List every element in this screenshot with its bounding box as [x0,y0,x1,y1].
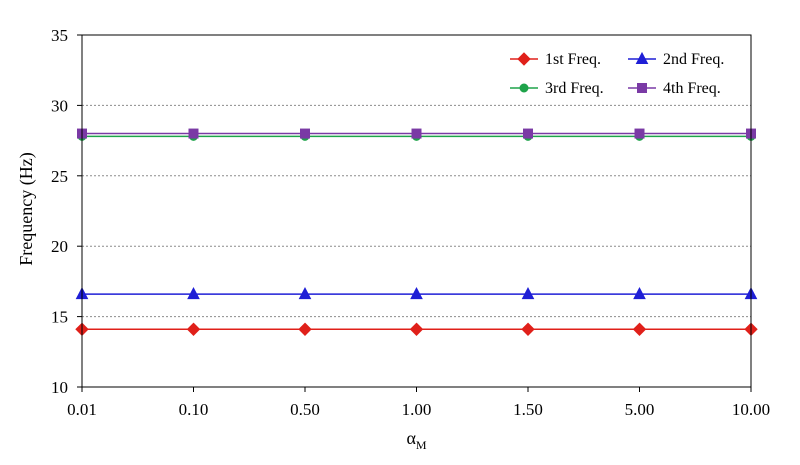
x-tick-label: 5.00 [625,400,655,419]
x-tick-label: 1.50 [513,400,543,419]
data-point-square [188,128,199,139]
series-1 [75,322,758,336]
grid-lines [82,104,751,318]
data-point-square [634,128,645,139]
x-tick-label: 0.10 [179,400,209,419]
y-axis-ticks: 10 15 20 25 30 35 [51,26,82,397]
legend-item: 1st Freq. [510,51,601,68]
legend-marker-circle [519,83,529,93]
legend-item: 2nd Freq. [628,51,724,68]
x-tick-label: 10.00 [732,400,770,419]
legend-item: 3rd Freq. [510,80,604,97]
y-tick-label: 10 [51,378,68,397]
series-2 [75,286,758,300]
x-axis-title: αM [406,428,426,452]
data-point-diamond [521,322,535,336]
x-tick-label: 1.00 [402,400,432,419]
legend-item: 4th Freq. [628,80,721,97]
y-tick-label: 15 [51,308,68,327]
y-tick-label: 30 [51,96,68,115]
data-point-square [300,128,310,139]
x-axis-ticks: 0.01 0.10 0.50 1.00 1.50 5.00 10.00 [67,387,770,419]
data-point-triangle [633,286,646,300]
data-point-triangle [298,286,312,300]
data-point-diamond [298,322,312,336]
legend: 1st Freq. 2nd Freq. 3rd Freq. 4th Freq. [510,51,724,97]
legend-marker-square [637,83,647,93]
y-tick-label: 25 [51,167,68,186]
data-point-triangle [521,286,535,300]
legend-label: 2nd Freq. [663,51,724,68]
data-point-triangle [410,286,423,300]
legend-label: 3rd Freq. [545,80,604,97]
x-axis-title-main: α [406,428,416,448]
data-point-triangle [187,286,200,300]
data-point-square [523,128,533,139]
x-axis-title-subscript: M [416,438,427,452]
data-point-diamond [186,322,201,336]
data-point-square [411,128,422,139]
data-point-diamond [409,322,424,336]
y-axis-title: Frequency (Hz) [16,152,37,265]
x-tick-label: 0.01 [67,400,97,419]
plot-frame [81,34,752,388]
legend-label: 1st Freq. [545,51,601,68]
legend-marker-triangle [635,51,649,64]
y-tick-label: 20 [51,237,68,256]
legend-label: 4th Freq. [663,80,721,97]
legend-marker-diamond [517,52,531,66]
data-point-diamond [632,322,647,336]
x-tick-label: 0.50 [290,400,320,419]
series-layer [75,128,758,336]
y-tick-label: 35 [51,26,68,45]
